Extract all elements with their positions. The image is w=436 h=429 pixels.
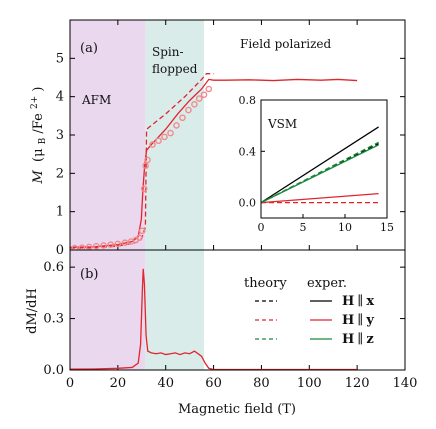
top-marker-20 xyxy=(179,114,186,122)
top-region-0 xyxy=(70,20,146,250)
ylabel-mu: (μ xyxy=(31,148,46,162)
bottom-y-tick-label-2: 0.6 xyxy=(43,260,64,275)
ylabel-fe: /Fe xyxy=(31,113,46,134)
top-marker-25 xyxy=(205,85,213,93)
top-y-tick-label-4: 4 xyxy=(56,90,64,105)
inset-ticks: 0 5 10 15 0.0 0.4 0.8 xyxy=(239,94,395,234)
top-marker-12 xyxy=(140,185,148,192)
top-marker-16 xyxy=(155,137,162,145)
top-marker-13 xyxy=(142,162,149,169)
top-y-tick-label-0: 0 xyxy=(56,243,64,258)
bottom-x-tick-label-4: 80 xyxy=(253,376,270,391)
ylabel-m: M xyxy=(31,169,46,184)
bottom-region-0 xyxy=(70,250,146,370)
inset-y-tick-label-0: 0.0 xyxy=(239,197,257,210)
top-marker-18 xyxy=(167,129,174,137)
legend-label-2: H ∥ z xyxy=(342,332,374,347)
ylabel-b: B xyxy=(38,137,48,144)
inset-series-5 xyxy=(260,141,379,204)
top-marker-21 xyxy=(185,106,192,114)
top-marker-4 xyxy=(100,242,107,249)
top-marker-24 xyxy=(200,91,208,99)
inset-y-tick-label-1: 0.4 xyxy=(239,145,257,158)
top-series-1 xyxy=(69,73,214,249)
inset-x-tick-label-3: 15 xyxy=(380,221,394,234)
top-marker-7 xyxy=(121,239,129,247)
region-label-afm: AFM xyxy=(81,93,111,107)
bottom-y-axis-label: dM/dH xyxy=(25,288,40,334)
legend: theory exper. H ∥ x H ∥ y H ∥ z xyxy=(244,276,374,347)
bottom-x-tick-label-0: 0 xyxy=(66,376,74,391)
x-axis-label: Magnetic field (T) xyxy=(178,402,296,417)
top-marker-10 xyxy=(136,234,143,242)
inset-series-2 xyxy=(260,192,379,204)
top-y-tick-label-1: 1 xyxy=(56,205,64,220)
inset-y-tick-label-2: 0.8 xyxy=(239,94,257,107)
top-region-1 xyxy=(145,20,204,250)
top-marker-19 xyxy=(173,122,180,129)
region-label-polarized: Field polarized xyxy=(240,37,331,51)
inset-title: VSM xyxy=(267,117,297,131)
bottom-x-tick-label-6: 120 xyxy=(345,376,370,391)
ylabel-charge: 2+ xyxy=(30,96,40,109)
legend-exper-header: exper. xyxy=(307,276,347,291)
bottom-x-tick-label-3: 60 xyxy=(205,376,222,391)
bottom-y-tick-label-1: 0.3 xyxy=(43,312,64,327)
inset-axes-frame xyxy=(260,99,388,219)
bottom-x-tick-label-1: 20 xyxy=(110,376,127,391)
top-regions xyxy=(70,20,204,250)
top-marker-6 xyxy=(114,240,122,248)
inset-series-0 xyxy=(260,126,379,204)
top-marker-11 xyxy=(138,227,146,235)
top-marker-14 xyxy=(144,156,151,164)
inset-series xyxy=(260,126,379,204)
bottom-region-1 xyxy=(145,250,204,370)
bottom-panel: 0 20 40 60 80 100 120 140 0.0 0.3 0.6 (b) dM/dH Ma… xyxy=(25,249,418,417)
inset-x-tick-label-2: 10 xyxy=(338,221,352,234)
legend-label-1: H ∥ y xyxy=(342,313,374,328)
inset-series-4 xyxy=(260,144,379,204)
top-panel: 0 1 2 3 4 5 (a) AFM Spin- flopped Field polar… xyxy=(26,19,406,258)
top-marker-22 xyxy=(191,101,198,108)
top-y-tick-label-5: 5 xyxy=(56,51,64,66)
bottom-x-tick-label-2: 40 xyxy=(157,376,174,391)
top-marker-3 xyxy=(93,242,100,250)
ylabel-close: ) xyxy=(31,87,46,92)
legend-rows: H ∥ x H ∥ y H ∥ z xyxy=(255,294,374,347)
inset-x-tick-label-0: 0 xyxy=(258,221,265,234)
top-y-axis-label: M (μ B /Fe 2+ ) xyxy=(26,87,49,185)
inset-panel: 0 5 10 15 0.0 0.4 0.8 VSM xyxy=(239,94,395,234)
top-y-tick-label-2: 2 xyxy=(56,166,64,181)
top-panel-label: (a) xyxy=(80,41,98,56)
top-y-tick-label-3: 3 xyxy=(56,128,64,143)
top-marker-23 xyxy=(195,95,203,102)
top-marker-17 xyxy=(161,133,168,141)
region-label-spinflop-2: flopped xyxy=(152,62,198,76)
bottom-series xyxy=(69,268,358,371)
region-label-spinflop-1: Spin- xyxy=(152,45,184,59)
bottom-regions xyxy=(70,250,204,370)
bottom-axes-frame xyxy=(69,249,406,371)
inset-x-tick-label-1: 5 xyxy=(300,221,307,234)
bottom-x-tick-label-7: 140 xyxy=(393,376,418,391)
top-marker-15 xyxy=(149,141,156,148)
bottom-x-tick-label-5: 100 xyxy=(297,376,322,391)
legend-theory-header: theory xyxy=(244,276,287,291)
legend-label-0: H ∥ x xyxy=(342,294,374,309)
bottom-series-0 xyxy=(69,268,358,371)
bottom-y-tick-label-0: 0.0 xyxy=(43,363,64,378)
top-marker-5 xyxy=(107,241,114,248)
bottom-panel-label: (b) xyxy=(80,267,98,282)
